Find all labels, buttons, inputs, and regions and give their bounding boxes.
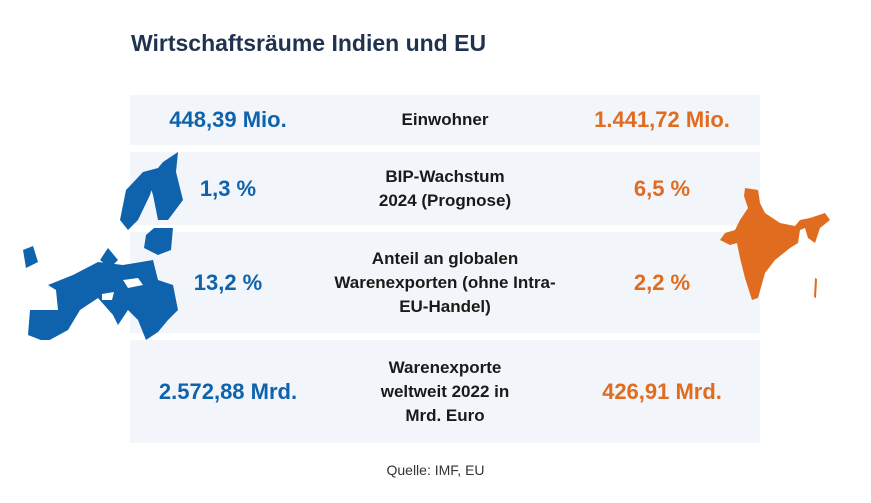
india-value: 2,2 % bbox=[633, 269, 691, 295]
row-gdp-growth: 1,3 % BIP-Wachstum 2024 (Prognose) 6,5 % bbox=[130, 152, 760, 225]
eu-value: 13,2 % bbox=[193, 269, 263, 295]
row-label: Warenexporte weltweit 2022 in Mrd. Euro bbox=[380, 357, 510, 425]
source-note: Quelle: IMF, EU bbox=[386, 462, 485, 478]
india-map-icon bbox=[720, 188, 830, 300]
eu-value: 1,3 % bbox=[199, 175, 257, 201]
row-label: BIP-Wachstum 2024 (Prognose) bbox=[378, 166, 512, 210]
eu-value: 448,39 Mio. bbox=[169, 107, 287, 132]
eu-value: 2.572,88 Mrd. bbox=[158, 378, 298, 404]
india-value: 1.441,72 Mio. bbox=[594, 107, 730, 132]
row-label: Anteil an globalen Warenexporten (ohne I… bbox=[334, 248, 556, 316]
india-value: 426,91 Mrd. bbox=[602, 378, 722, 404]
india-value: 6,5 % bbox=[633, 175, 691, 201]
page-title: Wirtschaftsräume Indien und EU bbox=[131, 30, 487, 56]
row-population: 448,39 Mio. Einwohner 1.441,72 Mio. bbox=[130, 95, 760, 145]
row-exports: 2.572,88 Mrd. Warenexporte weltweit 2022… bbox=[130, 340, 760, 443]
row-label: Einwohner bbox=[401, 110, 489, 129]
eu-map-icon bbox=[23, 152, 183, 340]
row-export-share: 13,2 % Anteil an globalen Warenexporten … bbox=[130, 232, 760, 333]
